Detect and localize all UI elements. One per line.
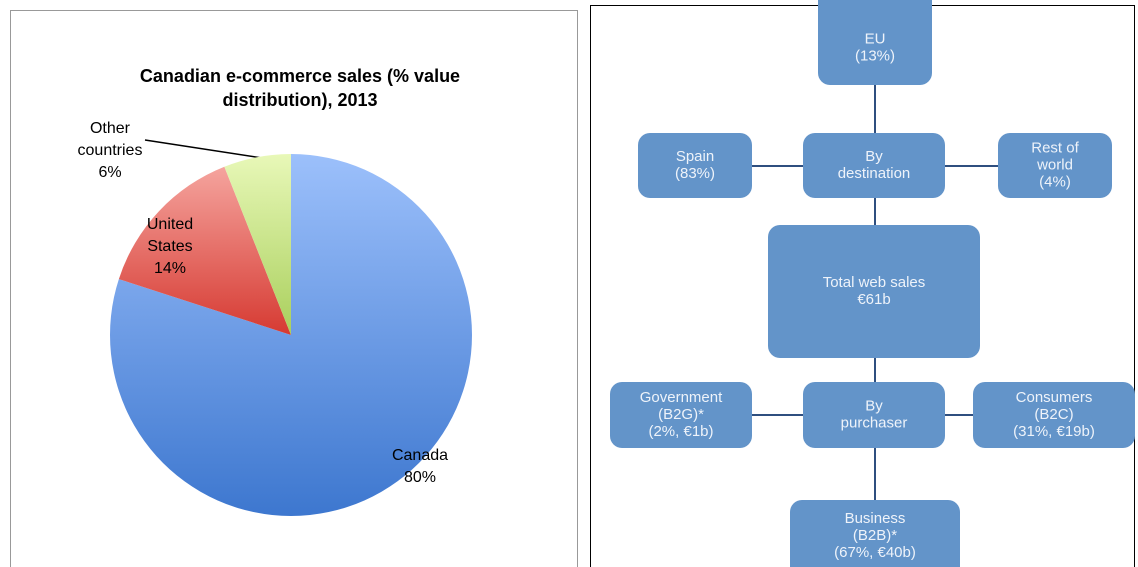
category-label: Other countries [77,120,143,159]
node-text: €61b [857,291,890,308]
node-text: purchaser [841,414,908,431]
node-box [768,225,980,358]
node-text: (83%) [675,165,715,182]
node-text: Rest of [1031,139,1079,156]
node-text: destination [838,165,911,182]
node-box [638,133,752,198]
node-text: world [1036,156,1073,173]
node-text: Consumers [1016,389,1093,406]
node: Consumers(B2C)(31%, €19b) [973,382,1135,448]
node-box [998,133,1112,198]
node-box [610,382,752,448]
node: Spain(83%) [638,133,752,198]
pie-slice [118,166,292,335]
node-box [803,382,945,448]
pie-slice [224,154,291,335]
node: Government(B2G)*(2%, €1b) [610,382,752,448]
pie [110,154,473,516]
chart-title: Canadian e-commerce sales (% value distr… [139,66,461,110]
node-text: Total web sales [823,274,926,291]
value-label: 14% [153,260,187,277]
node-text: By [865,397,883,414]
node-box [803,133,945,198]
node: Business(B2B)*(67%, €40b) [790,500,960,567]
category-label: United States [146,216,194,255]
slice-label: United States 14% [125,214,215,280]
node: Total web sales€61b [768,225,980,358]
slice-label: Canada 80% [370,445,470,489]
connectors [752,85,998,500]
slice-label: Other countries 6% [60,118,160,184]
node: EU(13%) [818,0,932,85]
node-text: Business [845,510,906,527]
node-text: (B2B)* [853,527,897,544]
category-label: Canada [391,447,449,464]
node-text: (B2C) [1034,406,1073,423]
node-box [790,500,960,567]
left-panel [10,10,578,567]
value-label: 6% [98,164,122,181]
node-text: Spain [676,148,714,165]
node-text: (4%) [1039,173,1071,190]
leader-line [144,139,263,159]
node-text: (2%, €1b) [648,423,713,440]
node-text: (B2G)* [658,406,704,423]
node-box [818,0,932,85]
node-text: (31%, €19b) [1013,423,1095,440]
node-text: (13%) [855,47,895,64]
pie-slice [110,154,473,516]
node-text: Government [640,389,723,406]
node-box [973,382,1135,448]
node-text: By [865,148,883,165]
node-text: (67%, €40b) [834,544,916,561]
value-label: 80% [403,469,437,486]
node-text: EU [865,30,886,47]
